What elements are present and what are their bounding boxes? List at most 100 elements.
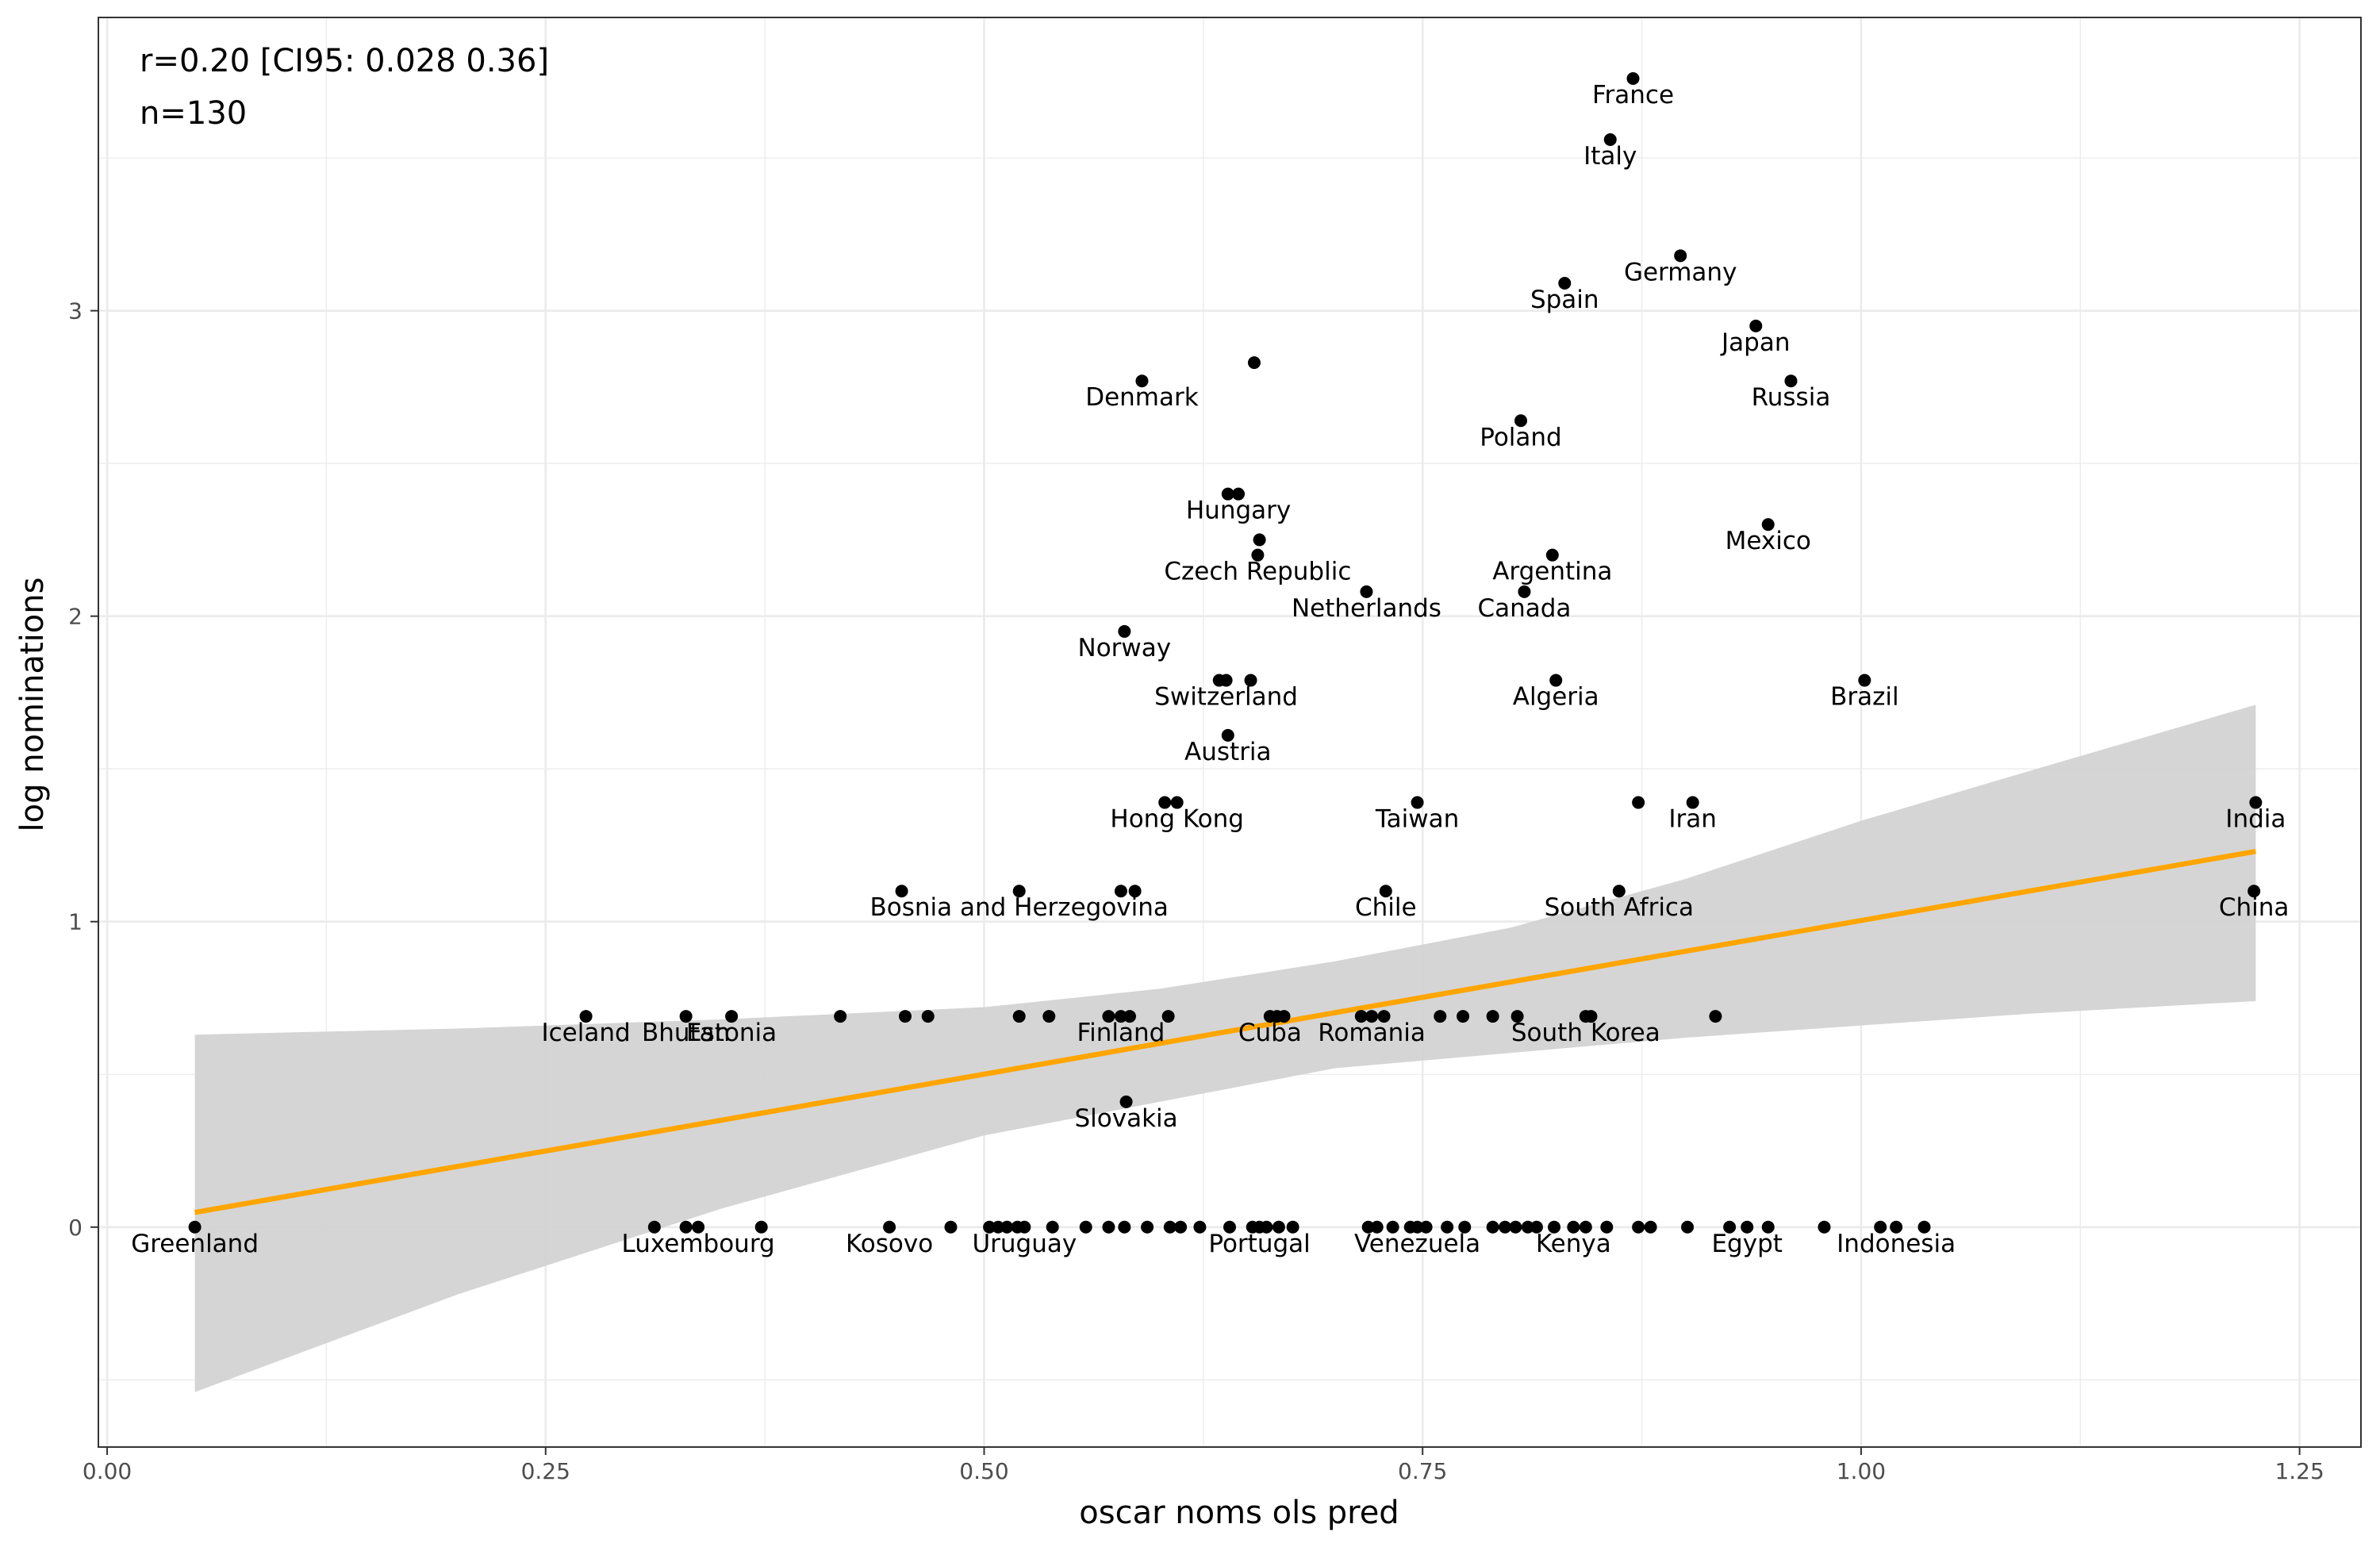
- data-point: [1223, 1220, 1236, 1234]
- point-label: Slovakia: [1074, 1104, 1177, 1133]
- data-point: [834, 1010, 847, 1023]
- data-point: [1603, 133, 1617, 147]
- data-point: [1277, 1010, 1291, 1023]
- x-tick-label: 0.00: [83, 1458, 132, 1484]
- data-point: [679, 1220, 693, 1234]
- point-label: Greenland: [131, 1230, 259, 1258]
- data-point: [1286, 1220, 1299, 1234]
- point-label: Germany: [1624, 258, 1737, 286]
- data-point: [1644, 1220, 1657, 1234]
- data-point: [1818, 1220, 1831, 1234]
- data-point: [944, 1220, 958, 1234]
- data-point: [1018, 1220, 1031, 1234]
- point-label: Bosnia and Herzegovina: [870, 893, 1169, 922]
- data-point: [1890, 1220, 1903, 1234]
- annotation-correlation: r=0.20 [CI95: 0.028 0.36]: [140, 43, 549, 79]
- data-point: [1163, 1220, 1177, 1234]
- data-point: [188, 1220, 202, 1234]
- data-point: [1486, 1220, 1499, 1234]
- data-point: [1360, 585, 1373, 598]
- point-label: Cuba: [1238, 1019, 1302, 1047]
- data-point: [1761, 518, 1775, 532]
- point-label: India: [2225, 805, 2286, 834]
- x-tick-label: 1.00: [1837, 1458, 1886, 1484]
- data-point: [1128, 885, 1142, 898]
- data-point: [992, 1220, 1005, 1234]
- data-point: [1102, 1010, 1115, 1023]
- data-point: [579, 1010, 593, 1023]
- point-label: Denmark: [1085, 383, 1199, 412]
- point-label: Luxembourg: [622, 1230, 775, 1258]
- data-point: [1741, 1220, 1754, 1234]
- point-label: Chile: [1355, 893, 1417, 922]
- data-point: [1354, 1010, 1368, 1023]
- data-point: [1518, 585, 1531, 598]
- point-label: Norway: [1078, 634, 1172, 662]
- x-tick-label: 1.25: [2274, 1458, 2324, 1484]
- data-point: [1114, 885, 1127, 898]
- data-point: [1511, 1010, 1524, 1023]
- data-point: [1244, 674, 1257, 687]
- point-label: Spain: [1530, 286, 1599, 314]
- point-label: Kosovo: [846, 1230, 933, 1258]
- data-point: [1674, 249, 1687, 263]
- data-point: [921, 1010, 935, 1023]
- data-point: [1247, 356, 1261, 370]
- x-tick-label: 0.25: [521, 1458, 570, 1484]
- data-point: [1917, 1220, 1931, 1234]
- data-point: [1365, 1010, 1379, 1023]
- data-point: [1579, 1010, 1592, 1023]
- data-point: [1251, 548, 1265, 562]
- data-point: [1514, 414, 1528, 428]
- fit-line: [194, 848, 2256, 1215]
- data-point: [895, 885, 908, 898]
- point-label: South Korea: [1511, 1019, 1660, 1047]
- point-label: Brazil: [1830, 683, 1899, 712]
- data-point: [1723, 1220, 1737, 1234]
- data-point: [883, 1220, 896, 1234]
- data-point: [898, 1010, 912, 1023]
- data-points: [188, 72, 2263, 1234]
- data-point: [1545, 548, 1559, 562]
- point-label: Argentina: [1492, 558, 1612, 586]
- grid-lines: [98, 17, 2361, 1447]
- y-tick-label: 2: [68, 604, 83, 630]
- data-point: [1434, 1010, 1447, 1023]
- data-point: [1486, 1010, 1499, 1023]
- point-label: Canada: [1477, 594, 1571, 623]
- data-point: [1119, 1095, 1133, 1108]
- point-labels: France Italy Germany Spain Japan Russia Denmar…: [131, 81, 2289, 1258]
- x-axis-ticks: 0.00 0.25 0.50 0.75 1.00 1.25: [83, 1447, 2324, 1484]
- data-point: [1579, 1220, 1592, 1234]
- point-label: Uruguay: [972, 1230, 1077, 1258]
- point-label: Hong Kong: [1110, 805, 1244, 834]
- data-point: [1686, 796, 1699, 809]
- point-label: Switzerland: [1154, 683, 1298, 712]
- data-point: [1118, 1220, 1131, 1234]
- point-label: Italy: [1583, 142, 1637, 171]
- data-point: [1221, 728, 1234, 742]
- data-point: [1141, 1220, 1154, 1234]
- data-point: [1567, 1220, 1580, 1234]
- data-point: [1012, 1010, 1026, 1023]
- data-point: [725, 1010, 739, 1023]
- data-point: [1874, 1220, 1887, 1234]
- data-point: [1458, 1220, 1472, 1234]
- data-point: [1161, 1010, 1175, 1023]
- data-point: [1548, 1220, 1561, 1234]
- data-point: [1377, 1010, 1391, 1023]
- data-point: [1858, 674, 1871, 687]
- data-point: [1114, 1010, 1127, 1023]
- point-label: Romania: [1318, 1019, 1426, 1047]
- data-point: [1361, 1220, 1375, 1234]
- x-axis-title: oscar noms ols pred: [1079, 1495, 1399, 1531]
- data-point: [1135, 374, 1149, 388]
- point-label: Portugal: [1208, 1230, 1310, 1258]
- data-point: [2249, 796, 2263, 809]
- fit-line-group: [194, 848, 2256, 1215]
- point-label: Hungary: [1186, 497, 1291, 525]
- data-point: [1046, 1220, 1059, 1234]
- point-label: Kenya: [1536, 1230, 1611, 1258]
- point-label: Poland: [1480, 423, 1562, 451]
- data-point: [2248, 885, 2261, 898]
